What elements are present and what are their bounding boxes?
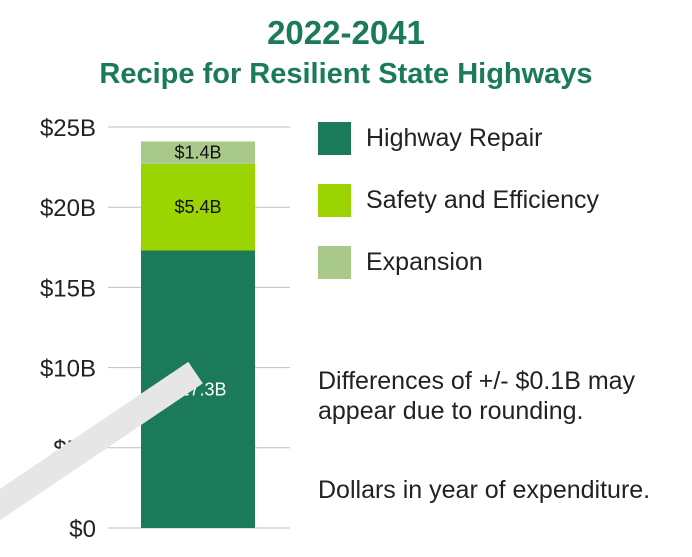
- legend-item-expansion: Expansion: [318, 246, 599, 279]
- y-tick-label: $25B: [40, 115, 96, 142]
- bar-segment: [141, 163, 255, 251]
- legend-item-highway-repair: Highway Repair: [318, 122, 599, 155]
- y-tick-label: $20B: [40, 195, 96, 222]
- dollars-note: Dollars in year of expenditure.: [318, 476, 651, 504]
- y-tick-label: $0: [69, 516, 96, 543]
- data-label: $1.4B: [174, 143, 221, 163]
- legend-label-expansion: Expansion: [366, 248, 483, 276]
- chart-legend: Highway Repair Safety and Efficiency Exp…: [318, 122, 599, 308]
- legend-swatch-highway-repair: [318, 122, 351, 155]
- chart-title-line2: Recipe for Resilient State Highways: [99, 58, 593, 90]
- data-label: $5.4B: [174, 197, 221, 217]
- y-tick-label: $10B: [40, 356, 96, 383]
- legend-label-safety-efficiency: Safety and Efficiency: [366, 186, 600, 214]
- legend-swatch-expansion: [318, 246, 351, 279]
- bar-segment: [141, 141, 255, 164]
- chart-title-line1: 2022-2041: [267, 14, 425, 51]
- legend-swatch-safety-efficiency: [318, 184, 351, 217]
- rounding-note: Differences of +/- $0.1B may appear due …: [318, 367, 636, 425]
- y-tick-label: $15B: [40, 275, 96, 302]
- legend-item-safety-efficiency: Safety and Efficiency: [318, 184, 599, 217]
- legend-label-highway-repair: Highway Repair: [366, 124, 543, 152]
